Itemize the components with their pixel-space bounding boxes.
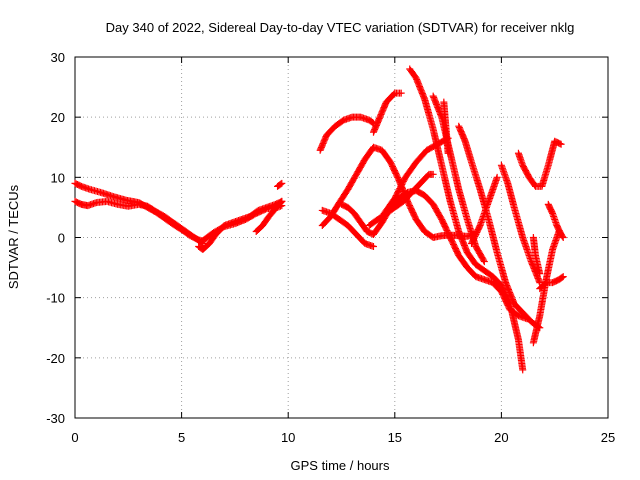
tick-labels: 0 5 10 15 20 25 -30 -20 -10 0 10 20 30 [46,50,615,445]
x-tick-label: 10 [281,430,295,445]
data-point [369,243,377,251]
data-point [559,273,567,281]
series-arc-16 [440,98,452,157]
data-point [429,170,437,178]
series-arc-9 [318,206,377,251]
y-tick-label: 20 [51,110,65,125]
y-tick-label: 0 [58,231,65,246]
data-point [557,140,565,148]
x-tick-label: 0 [71,430,78,445]
series-arc-14 [406,65,527,374]
data-point [278,197,286,205]
series-arc-19 [497,161,544,287]
data-point [556,140,564,148]
series-arc-23 [544,200,565,238]
x-tick-label: 20 [494,430,508,445]
series-arc-6 [274,179,286,190]
series-arc-5 [252,197,286,235]
chart-title: Day 340 of 2022, Sidereal Day-to-day VTE… [106,20,575,35]
data-point [277,180,285,188]
data-point [556,229,564,237]
series-arc-24 [529,234,544,278]
series-arc-21 [529,227,567,347]
y-tick-label: -20 [46,351,65,366]
data-point [397,89,405,97]
series-arc-7 [316,113,377,154]
y-axis-label: SDTVAR / TECUs [6,184,21,289]
data-point [557,230,565,238]
series-arc-20 [514,137,565,190]
data-point [558,273,566,281]
data-point [519,366,527,374]
data-point [536,279,544,287]
data-points [71,65,567,374]
x-tick-label: 25 [601,430,615,445]
y-tick-label: 10 [51,170,65,185]
series-arc-22 [536,273,567,293]
y-tick-label: -10 [46,291,65,306]
plot-frame [74,56,609,419]
data-point [444,149,452,157]
x-tick-label: 15 [388,430,402,445]
y-tick-label: -30 [46,411,65,426]
y-tick-label: 30 [51,50,65,65]
series-arc-18 [468,173,501,248]
data-point [278,179,286,187]
data-point [480,258,488,266]
series-arc-11 [369,89,405,136]
grid-lines [75,57,608,418]
data-point [277,198,285,206]
data-point [536,270,544,278]
series-arc-2 [71,197,207,248]
axis-ticks [74,56,609,419]
x-axis-label: GPS time / hours [291,458,390,473]
data-point [493,173,501,181]
x-tick-label: 5 [178,430,185,445]
data-point [480,256,488,264]
